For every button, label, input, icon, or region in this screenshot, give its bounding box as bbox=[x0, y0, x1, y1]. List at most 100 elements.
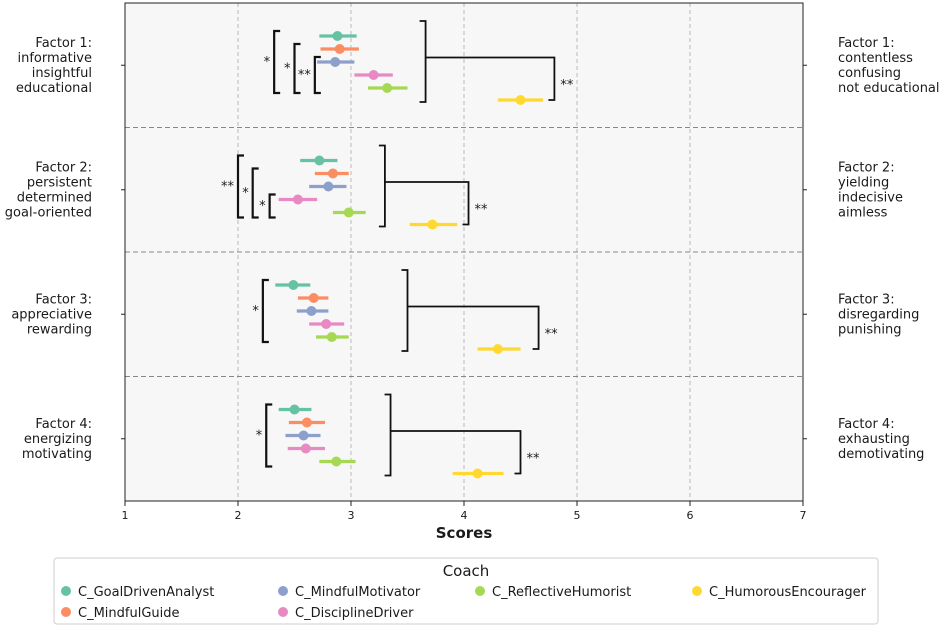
legend-swatch bbox=[278, 607, 288, 617]
mean-point bbox=[300, 443, 311, 454]
mean-point bbox=[292, 194, 303, 205]
factor-left-label: motivating bbox=[22, 447, 92, 462]
sig-bracket bbox=[236, 154, 244, 219]
factor-left-label: educational bbox=[16, 81, 92, 96]
factor-labels: Factor 1:informativeinsightfuleducationa… bbox=[5, 36, 940, 462]
factor-left-label: informative bbox=[17, 51, 92, 66]
factor-left-label: determined bbox=[17, 190, 92, 205]
factor-right-label: demotivating bbox=[838, 447, 924, 462]
sig-label: * bbox=[264, 55, 271, 70]
legend-frame bbox=[53, 557, 879, 625]
factor-right-label: exhausting bbox=[838, 432, 910, 447]
factor-right-label: yielding bbox=[838, 175, 889, 190]
factor-right-label: disregarding bbox=[838, 307, 919, 322]
mean-point bbox=[382, 83, 393, 93]
comparison-bracket bbox=[407, 305, 540, 350]
x-tick-label: 2 bbox=[235, 509, 242, 522]
mean-point bbox=[334, 44, 345, 54]
factor-right-label: indecisive bbox=[838, 190, 903, 205]
mean-point bbox=[308, 293, 319, 303]
data-marks bbox=[275, 31, 544, 479]
x-tick-label: 5 bbox=[574, 509, 581, 522]
legend: Coach C_GoalDrivenAnalystC_MindfulGuideC… bbox=[53, 557, 879, 625]
mean-point bbox=[515, 95, 526, 105]
mean-point bbox=[472, 468, 483, 479]
x-axis: 1 2 3 4 5 6 7 bbox=[121, 64, 807, 522]
legend-swatch bbox=[61, 586, 71, 596]
group-bracket bbox=[419, 20, 427, 103]
factor-separators bbox=[125, 127, 803, 377]
legend-entry-label: C_MindfulMotivator bbox=[295, 585, 421, 600]
sig-bracket bbox=[293, 42, 301, 95]
sig-label: ** bbox=[560, 78, 574, 93]
mean-point bbox=[343, 207, 354, 218]
sig-label: * bbox=[252, 304, 259, 319]
comparison-bracket bbox=[390, 430, 522, 475]
sig-label: * bbox=[242, 186, 249, 201]
sig-label: ** bbox=[545, 327, 559, 342]
mean-point bbox=[492, 344, 503, 354]
group-bracket bbox=[401, 269, 409, 352]
mean-point bbox=[301, 417, 312, 428]
mean-point bbox=[289, 404, 300, 415]
mean-point bbox=[368, 70, 379, 80]
x-tick-label: 6 bbox=[687, 509, 694, 522]
x-tick-label: 1 bbox=[122, 509, 129, 522]
factor-left-label: appreciative bbox=[11, 307, 92, 322]
mean-point bbox=[321, 319, 332, 329]
factor-right-label: Factor 4: bbox=[838, 417, 895, 432]
factor-left-label: energizing bbox=[24, 432, 92, 447]
sig-label: * bbox=[259, 199, 266, 214]
mean-point bbox=[323, 181, 334, 192]
legend-entries: C_GoalDrivenAnalyst C_MindfulGuide C_Mindf… bbox=[61, 585, 867, 621]
sig-bracket bbox=[268, 193, 276, 219]
legend-swatch bbox=[278, 586, 288, 596]
x-tick-label: 7 bbox=[800, 509, 807, 522]
sig-bracket bbox=[261, 278, 269, 344]
legend-swatch bbox=[475, 586, 485, 596]
mean-point bbox=[330, 57, 341, 67]
mean-point bbox=[332, 31, 343, 41]
factor-left-label: Factor 4: bbox=[35, 417, 92, 432]
group-bracket bbox=[384, 393, 392, 477]
mean-point bbox=[326, 332, 337, 342]
sig-label: ** bbox=[221, 180, 235, 195]
factor-left-label: Factor 2: bbox=[35, 160, 92, 175]
factor-left-label: Factor 1: bbox=[35, 36, 92, 51]
legend-entry-label: C_ReflectiveHumorist bbox=[492, 585, 631, 600]
legend-swatch bbox=[61, 607, 71, 617]
factor-left-label: rewarding bbox=[27, 322, 92, 337]
factor-left-label: insightful bbox=[32, 66, 92, 81]
legend-entry-label: C_DisciplineDriver bbox=[295, 606, 414, 621]
factor-right-label: contentless bbox=[838, 51, 913, 66]
sig-label: * bbox=[256, 429, 263, 444]
mean-point bbox=[331, 456, 342, 467]
sig-bracket bbox=[265, 403, 273, 468]
factor-right-label: aimless bbox=[838, 205, 888, 220]
sig-label: * bbox=[284, 62, 291, 77]
factor-right-label: Factor 3: bbox=[838, 292, 895, 307]
legend-swatch bbox=[692, 586, 702, 596]
factor-right-label: not educational bbox=[838, 81, 940, 96]
legend-title: Coach bbox=[443, 562, 490, 580]
sig-bracket bbox=[313, 55, 321, 95]
grid-lines bbox=[237, 3, 691, 501]
group-bracket bbox=[378, 144, 386, 228]
mean-point bbox=[427, 219, 438, 230]
comparison-bracket bbox=[425, 56, 556, 101]
significance-brackets: * * ****** ** ******** bbox=[221, 20, 574, 477]
comparison-bracket bbox=[384, 181, 470, 226]
sig-label: ** bbox=[475, 202, 489, 217]
factor-right-label: Factor 2: bbox=[838, 160, 895, 175]
factor-right-label: punishing bbox=[838, 322, 901, 337]
legend-entry-label: C_MindfulGuide bbox=[78, 606, 180, 621]
factor-right-label: Factor 1: bbox=[838, 36, 895, 51]
sig-bracket bbox=[273, 29, 281, 95]
factor-right-label: confusing bbox=[838, 66, 901, 81]
sig-label: ** bbox=[527, 451, 541, 466]
factor-left-label: persistent bbox=[27, 175, 92, 190]
mean-point bbox=[306, 306, 317, 316]
mean-point bbox=[327, 168, 338, 179]
sig-bracket bbox=[251, 167, 259, 219]
